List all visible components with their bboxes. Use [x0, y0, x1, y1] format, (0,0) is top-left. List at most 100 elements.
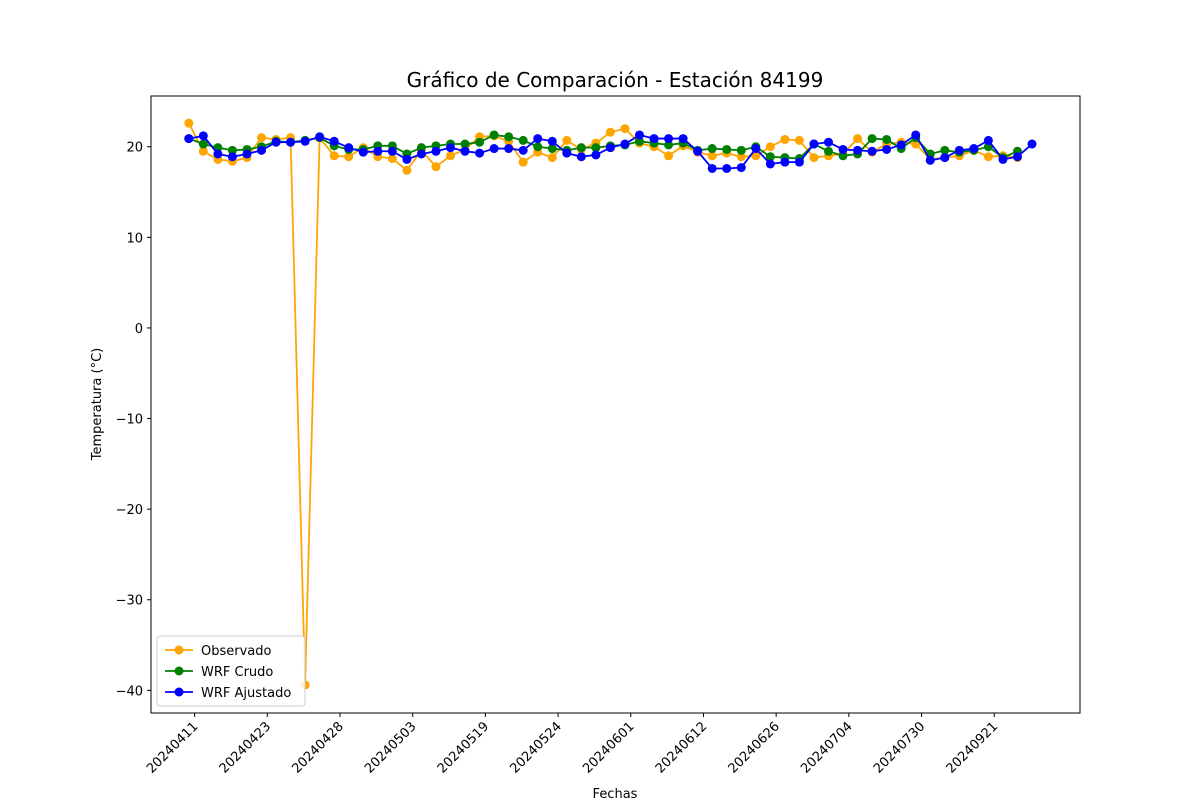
data-point — [533, 134, 543, 144]
legend-swatch-marker — [174, 645, 184, 655]
data-point — [329, 136, 339, 146]
legend-box — [156, 635, 306, 707]
data-point — [576, 143, 586, 153]
data-point — [853, 145, 863, 155]
data-point — [562, 148, 572, 158]
data-point — [634, 136, 644, 146]
data-point — [329, 151, 339, 161]
data-point — [722, 144, 732, 154]
data-point — [605, 127, 615, 137]
data-point — [940, 153, 950, 163]
y-tick-label: 20 — [126, 141, 143, 156]
data-point — [780, 134, 790, 144]
data-point — [387, 146, 397, 156]
data-point — [431, 146, 441, 156]
data-point — [416, 143, 426, 153]
data-point — [664, 151, 674, 161]
data-point — [809, 153, 819, 163]
data-point — [634, 130, 644, 140]
chart-title: Gráfico de Comparación - Estación 84199 — [407, 68, 824, 92]
data-point — [794, 157, 804, 167]
data-point — [184, 118, 194, 128]
data-point — [416, 149, 426, 159]
legend-swatch-marker — [174, 687, 184, 697]
data-point — [387, 154, 397, 164]
data-point — [940, 145, 950, 155]
data-point — [649, 134, 659, 144]
data-point — [794, 135, 804, 145]
data-point — [402, 165, 412, 175]
data-point — [620, 139, 630, 149]
data-point — [402, 154, 412, 164]
data-point — [591, 150, 601, 160]
data-point — [460, 146, 470, 156]
data-point — [431, 162, 441, 172]
data-point — [882, 134, 892, 144]
data-point — [693, 146, 703, 156]
data-point — [809, 139, 819, 149]
data-point — [736, 163, 746, 173]
data-point — [707, 163, 717, 173]
y-tick-label: 10 — [126, 231, 143, 246]
data-point — [445, 151, 455, 161]
data-point — [736, 152, 746, 162]
data-point — [925, 155, 935, 165]
data-point — [227, 152, 237, 162]
data-point — [823, 137, 833, 147]
data-point — [547, 144, 557, 154]
data-point — [489, 130, 499, 140]
plot-frame — [150, 95, 1081, 714]
data-point — [765, 152, 775, 162]
data-point — [518, 145, 528, 155]
data-point — [504, 132, 514, 142]
data-point — [911, 130, 921, 140]
data-point — [838, 144, 848, 154]
series-line-wrf-crudo — [188, 134, 1018, 160]
data-point — [853, 134, 863, 144]
y-tick-label: −30 — [116, 594, 143, 609]
data-point — [315, 132, 325, 142]
x-axis-label: Fechas — [593, 787, 638, 800]
data-point — [213, 149, 223, 159]
data-point — [1027, 139, 1037, 149]
data-point — [547, 136, 557, 146]
data-point — [751, 151, 761, 161]
data-point — [256, 133, 266, 143]
data-point — [184, 134, 194, 144]
data-point — [533, 142, 543, 152]
data-point — [707, 151, 717, 161]
data-point — [664, 140, 674, 150]
y-axis-label: Temperatura (°C) — [90, 348, 105, 461]
data-point — [358, 147, 368, 157]
data-point — [1012, 152, 1022, 162]
y-tick-label: −10 — [116, 413, 143, 428]
data-point — [286, 137, 296, 147]
data-point — [823, 146, 833, 156]
data-point — [344, 143, 354, 153]
data-point — [198, 146, 208, 156]
y-tick-label: −40 — [116, 684, 143, 699]
data-point — [969, 144, 979, 154]
data-point — [198, 139, 208, 149]
data-point — [838, 151, 848, 161]
data-point — [242, 149, 252, 159]
data-point — [983, 135, 993, 145]
legend-label: WRF Crudo — [201, 665, 273, 680]
data-point — [998, 154, 1008, 164]
data-point — [562, 135, 572, 145]
data-point — [707, 144, 717, 154]
data-point — [664, 134, 674, 144]
data-point — [460, 139, 470, 149]
data-point — [518, 135, 528, 145]
data-point — [896, 140, 906, 150]
data-point — [489, 144, 499, 154]
data-point — [344, 152, 354, 162]
data-point — [736, 145, 746, 155]
data-point — [256, 145, 266, 155]
data-point — [780, 157, 790, 167]
data-point — [620, 124, 630, 134]
data-point — [882, 144, 892, 154]
data-point — [605, 143, 615, 153]
